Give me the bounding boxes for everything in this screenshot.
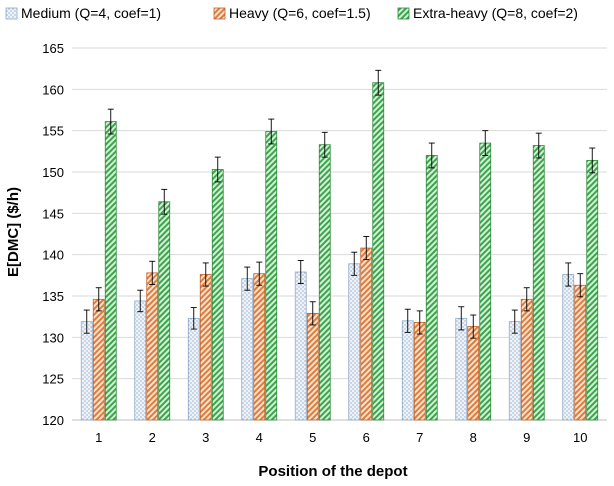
x-tick-label: 1 (95, 430, 102, 445)
bar (401, 320, 414, 421)
bar (413, 322, 426, 421)
y-tick-label: 125 (42, 372, 64, 387)
bar (532, 145, 545, 421)
y-axis-ticks: 120 125 130 135 140 145 150 155 160 165 (42, 41, 64, 428)
legend-swatch (397, 7, 410, 20)
legend-label: Extra-heavy (Q=8, coef=2) (413, 5, 578, 21)
legend-label: Heavy (Q=6, coef=1.5) (229, 5, 371, 21)
bar (294, 271, 307, 421)
x-tick-label: 10 (573, 430, 587, 445)
y-tick-label: 155 (42, 124, 64, 139)
bar (360, 247, 373, 421)
y-tick-label: 120 (42, 413, 64, 428)
bar (425, 155, 438, 421)
y-axis-label: E[DMC] ($/h) (5, 187, 22, 277)
legend-swatch (5, 7, 18, 20)
bars (80, 69, 599, 421)
y-tick-label: 140 (42, 248, 64, 263)
y-tick-label: 145 (42, 206, 64, 221)
bar (187, 317, 200, 421)
bar (372, 82, 385, 421)
legend: Medium (Q=4, coef=1) Heavy (Q=6, coef=1.5… (5, 5, 578, 21)
x-tick-label: 7 (416, 430, 423, 445)
bar (318, 144, 331, 421)
bar (586, 160, 599, 421)
bar (348, 263, 361, 421)
x-axis-label: Position of the depot (258, 463, 407, 480)
x-tick-label: 4 (256, 430, 263, 445)
legend-label: Medium (Q=4, coef=1) (21, 5, 161, 21)
y-tick-label: 150 (42, 165, 64, 180)
bar (467, 326, 480, 421)
legend-swatch (213, 7, 226, 20)
y-tick-label: 130 (42, 330, 64, 345)
bar (146, 272, 159, 421)
x-tick-label: 9 (523, 430, 530, 445)
bar (562, 274, 575, 421)
bar (306, 312, 319, 421)
y-tick-label: 135 (42, 289, 64, 304)
bar (265, 131, 278, 421)
x-tick-label: 2 (149, 430, 156, 445)
bar (479, 142, 492, 421)
bar (80, 321, 93, 421)
bar (211, 169, 224, 421)
bar (92, 298, 105, 421)
x-tick-label: 6 (363, 430, 370, 445)
bar (104, 121, 117, 421)
y-tick-label: 160 (42, 82, 64, 97)
x-tick-label: 5 (309, 430, 316, 445)
bar (508, 321, 521, 421)
bar (455, 317, 468, 421)
bar (241, 278, 254, 421)
bar (199, 274, 212, 421)
bar (134, 300, 147, 421)
x-tick-label: 3 (202, 430, 209, 445)
bar (158, 201, 171, 421)
y-tick-label: 165 (42, 41, 64, 56)
bar (253, 273, 266, 421)
bar (574, 284, 587, 421)
bar (520, 298, 533, 421)
x-tick-label: 8 (470, 430, 477, 445)
x-axis-ticks: 1 2 3 4 5 6 7 8 9 10 (95, 430, 587, 445)
